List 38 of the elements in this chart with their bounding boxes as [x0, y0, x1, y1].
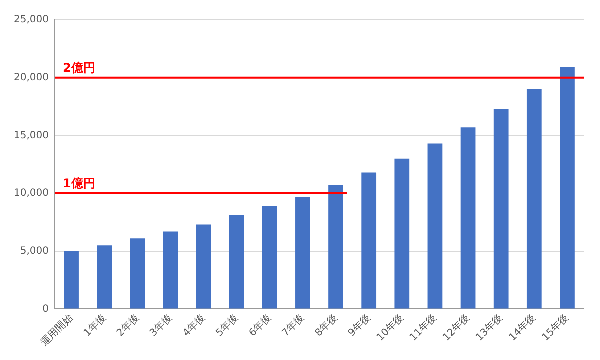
bar: [460, 128, 476, 309]
x-tick-label: 9年後: [346, 312, 374, 340]
y-tick-label: 25,000: [14, 14, 49, 26]
y-tick-label: 20,000: [14, 72, 49, 84]
x-tick-label: 5年後: [214, 312, 241, 340]
x-tick-label: 3年後: [148, 312, 175, 340]
bar: [560, 67, 575, 309]
ref-line-label: 2億円: [62, 60, 96, 75]
bar: [428, 144, 443, 309]
bar: [163, 232, 178, 309]
x-tick-label: 4年後: [180, 312, 208, 340]
x-tick-label: 2年後: [114, 312, 142, 340]
x-tick-label: 8年後: [312, 312, 340, 340]
bar: [64, 251, 79, 309]
bar: [362, 172, 377, 309]
bar: [394, 158, 410, 309]
bar: [526, 89, 542, 309]
bar: [130, 238, 146, 309]
x-tick-label: 11年後: [408, 312, 440, 344]
bar: [296, 197, 310, 309]
x-tick-label: 14年後: [506, 312, 538, 344]
y-tick-label: 10,000: [14, 188, 49, 200]
x-tick-label: 12年後: [440, 312, 472, 344]
x-tick-label: 7年後: [280, 312, 307, 340]
x-tick-label: 10年後: [374, 312, 406, 344]
bar: [97, 246, 112, 309]
bar: [328, 185, 344, 309]
bar: [262, 206, 278, 309]
ref-line-label: 1億円: [62, 176, 96, 191]
bar: [196, 224, 212, 309]
y-tick-label: 15,000: [14, 130, 49, 142]
x-tick-label: 6年後: [246, 312, 274, 340]
x-tick-label: 1年後: [81, 312, 109, 340]
bar: [494, 109, 509, 309]
bar: [229, 216, 244, 309]
y-tick-label: 5,000: [20, 246, 49, 257]
x-tick-label: 15年後: [540, 312, 572, 344]
x-tick-label: 13年後: [474, 312, 506, 344]
